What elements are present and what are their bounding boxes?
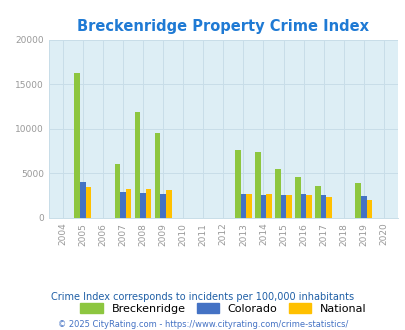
Text: © 2025 CityRating.com - https://www.cityrating.com/crime-statistics/: © 2025 CityRating.com - https://www.city…: [58, 320, 347, 329]
Bar: [120, 192, 126, 218]
Bar: [234, 149, 240, 218]
Bar: [160, 194, 166, 218]
Bar: [300, 194, 306, 218]
Bar: [145, 189, 151, 218]
Bar: [74, 73, 80, 218]
Bar: [366, 200, 371, 218]
Bar: [114, 164, 120, 218]
Bar: [286, 195, 291, 218]
Bar: [360, 195, 366, 218]
Bar: [154, 133, 160, 218]
Title: Breckenridge Property Crime Index: Breckenridge Property Crime Index: [77, 19, 369, 34]
Bar: [126, 189, 131, 218]
Bar: [240, 194, 245, 218]
Bar: [354, 183, 360, 218]
Text: Crime Index corresponds to incidents per 100,000 inhabitants: Crime Index corresponds to incidents per…: [51, 292, 354, 302]
Bar: [266, 194, 271, 218]
Bar: [140, 193, 145, 218]
Bar: [280, 195, 286, 218]
Bar: [254, 152, 260, 218]
Bar: [245, 194, 251, 218]
Bar: [320, 195, 326, 218]
Bar: [294, 177, 300, 218]
Bar: [80, 182, 85, 218]
Bar: [314, 186, 320, 218]
Bar: [166, 190, 171, 218]
Bar: [260, 195, 266, 218]
Bar: [275, 169, 280, 218]
Bar: [85, 187, 91, 218]
Bar: [306, 195, 311, 218]
Legend: Breckenridge, Colorado, National: Breckenridge, Colorado, National: [76, 298, 370, 318]
Bar: [326, 197, 331, 218]
Bar: [134, 112, 140, 218]
